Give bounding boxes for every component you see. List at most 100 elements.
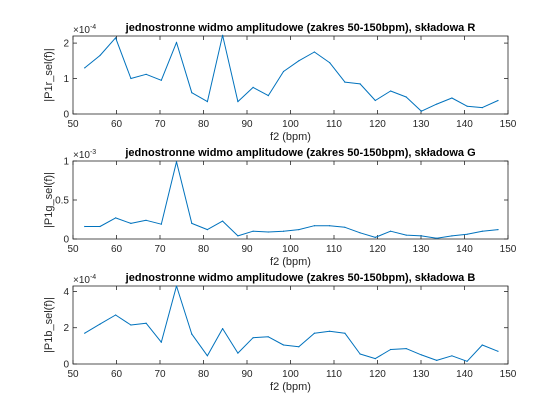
data-point [84, 225, 86, 228]
data-point [420, 354, 422, 356]
series-line-3 [84, 285, 499, 362]
data-point [420, 235, 422, 237]
x-tick-label: 130 [413, 369, 430, 380]
y-tick-label: 1 [63, 157, 69, 168]
axis-multiplier: ×10-4 [73, 274, 96, 286]
data-point [329, 330, 331, 332]
data-point [84, 67, 86, 69]
x-tick-label: 80 [198, 369, 210, 380]
data-point [451, 97, 453, 99]
x-tick-label: 90 [241, 244, 253, 255]
data-point [252, 337, 254, 339]
x-tick-label: 150 [500, 369, 517, 380]
data-point [329, 225, 331, 227]
x-tick-label: 80 [198, 119, 210, 130]
data-point [282, 70, 285, 73]
chart-title: jednostronne widmo amplitudowe (zakres 5… [124, 147, 475, 159]
x-tick-label: 60 [111, 119, 123, 130]
data-point [222, 34, 224, 36]
x-tick-label: 150 [500, 244, 517, 255]
x-tick-label: 100 [282, 244, 299, 255]
axis-multiplier-base: ×10 [73, 25, 90, 36]
x-tick-label: 100 [282, 369, 299, 380]
x-tick-label: 50 [67, 244, 79, 255]
data-point [436, 359, 438, 361]
x-tick-label: 60 [111, 244, 123, 255]
y-tick-label: 0 [63, 235, 69, 246]
x-tick-label: 50 [67, 369, 79, 380]
x-tick-label: 110 [326, 244, 342, 255]
data-point [206, 355, 208, 357]
x-tick-label: 80 [198, 244, 210, 255]
data-point [451, 355, 453, 357]
series-line-1 [84, 34, 499, 112]
x-tick-label: 70 [154, 244, 166, 255]
data-point [481, 230, 483, 232]
data-point [175, 41, 178, 44]
data-point [130, 222, 132, 224]
data-point [329, 62, 331, 64]
data-point [237, 235, 239, 237]
y-tick-label: 1 [63, 74, 69, 85]
data-point [84, 332, 86, 334]
x-tick-label: 90 [241, 369, 253, 380]
data-point [405, 234, 407, 236]
x-tick-label: 90 [241, 119, 253, 130]
data-point [222, 328, 224, 330]
y-axis-label: |P1b_sel(f)| [43, 297, 55, 353]
data-point [374, 358, 376, 360]
data-point [130, 77, 132, 80]
data-point [420, 110, 422, 112]
data-point [497, 229, 499, 231]
data-point [145, 73, 147, 75]
x-tick-label: 70 [154, 369, 166, 380]
data-point [160, 79, 162, 81]
axes-box-3 [72, 285, 509, 365]
data-point [374, 236, 376, 238]
x-tick-label: 120 [369, 119, 386, 130]
x-tick-label: 110 [326, 369, 342, 380]
data-point [405, 96, 407, 98]
data-point [206, 229, 208, 231]
data-point [481, 107, 483, 109]
x-tick-label: 110 [326, 119, 342, 130]
y-tick-label: 2 [63, 323, 69, 334]
x-tick-label: 50 [67, 119, 79, 130]
data-point [436, 103, 438, 105]
data-point [344, 226, 346, 228]
data-point [267, 95, 269, 97]
x-tick-label: 120 [369, 369, 386, 380]
y-tick-label: 0.5 [55, 196, 69, 207]
data-point [222, 220, 224, 222]
axis-multiplier-base: ×10 [73, 275, 90, 286]
x-tick-label: 100 [282, 119, 299, 130]
data-point [191, 333, 193, 335]
x-tick-label: 120 [369, 244, 386, 255]
data-point [145, 322, 147, 324]
data-point [405, 348, 407, 350]
axes-box-1 [72, 35, 509, 115]
data-point [481, 344, 483, 346]
axis-multiplier-exponent: -4 [90, 274, 96, 281]
series-line-2 [84, 161, 499, 239]
data-point [115, 37, 117, 39]
data-point [282, 230, 285, 232]
data-point [130, 324, 132, 326]
data-point [237, 101, 239, 103]
axes-box-2 [72, 160, 509, 240]
axis-multiplier: ×10-4 [73, 24, 96, 36]
data-point [436, 237, 438, 239]
chart-title: jednostronne widmo amplitudowe (zakres 5… [125, 272, 476, 284]
data-point [359, 353, 361, 355]
data-point [466, 233, 468, 235]
data-point [344, 81, 346, 83]
data-point [115, 314, 117, 316]
data-point [267, 336, 269, 338]
data-point [298, 346, 300, 348]
data-point [99, 323, 101, 325]
data-point [206, 101, 208, 103]
data-point [99, 225, 101, 228]
x-tick-label: 70 [154, 119, 166, 130]
data-point [191, 92, 193, 94]
data-point [191, 222, 193, 224]
